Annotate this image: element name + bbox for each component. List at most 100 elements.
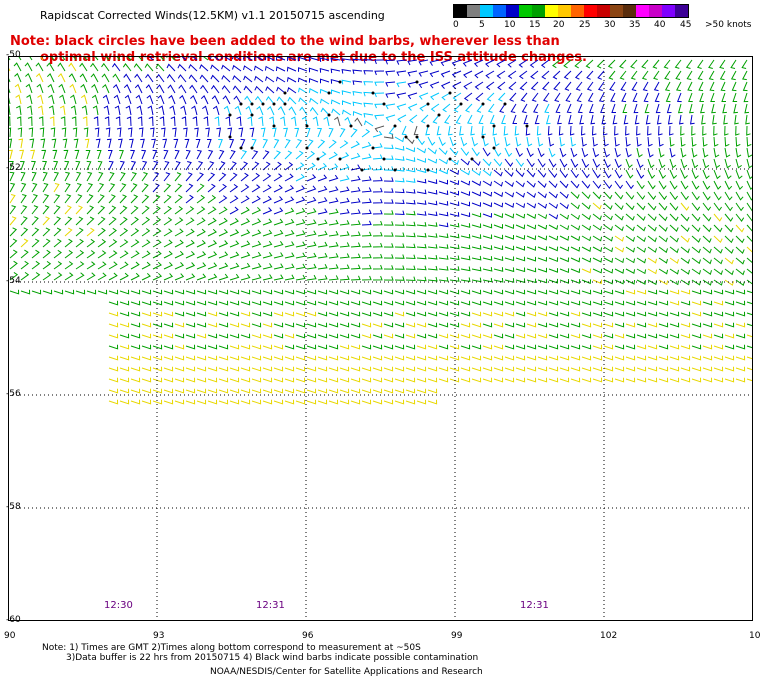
wind-barb xyxy=(119,261,129,270)
wind-barb xyxy=(31,171,37,182)
wind-barb xyxy=(691,322,702,328)
wind-barb xyxy=(669,213,679,222)
wind-barb xyxy=(592,136,598,147)
wind-barb xyxy=(614,377,625,383)
wind-barb xyxy=(361,209,372,215)
wind-barb xyxy=(471,180,482,187)
wind-barb xyxy=(636,246,646,253)
wind-barb xyxy=(141,239,151,248)
wind-barb xyxy=(350,355,361,361)
wind-barb xyxy=(449,201,460,207)
wind-barb xyxy=(317,322,328,328)
wind-barb xyxy=(526,322,537,328)
wind-barb xyxy=(221,64,231,72)
wind-barb xyxy=(394,333,405,339)
wind-barb xyxy=(665,92,671,103)
wind-barb xyxy=(61,127,67,138)
wind-barb xyxy=(504,267,515,273)
wind-barb xyxy=(152,205,161,215)
wind-barb xyxy=(64,238,73,248)
wind-barb xyxy=(647,169,656,179)
wind-barb xyxy=(526,333,537,339)
wind-barb xyxy=(207,300,218,306)
wind-barb xyxy=(713,246,723,254)
wind-barb xyxy=(702,180,711,190)
wind-barb xyxy=(218,183,227,193)
wind-barb xyxy=(146,94,154,105)
wind-barb xyxy=(262,388,273,394)
wind-barb xyxy=(625,257,636,264)
wind-barb xyxy=(163,217,173,226)
wind-barb xyxy=(361,220,372,226)
wind-barb xyxy=(407,81,418,88)
wind-barb xyxy=(205,127,210,138)
wind-barb xyxy=(471,266,482,272)
wind-barb xyxy=(691,246,701,254)
wind-barb xyxy=(352,80,363,85)
wind-barb xyxy=(691,235,701,243)
wind-barb xyxy=(163,300,174,306)
wind-barb xyxy=(702,224,712,233)
wind-barb xyxy=(130,355,141,361)
wind-barb xyxy=(504,245,515,251)
wind-barb xyxy=(141,333,152,339)
wind-barb xyxy=(207,195,217,204)
wind-barb xyxy=(405,199,416,205)
wind-barb xyxy=(686,70,693,80)
wind-barb xyxy=(713,191,722,201)
quality-flag-dot xyxy=(305,124,309,128)
wind-barb xyxy=(262,311,273,317)
wind-barb xyxy=(587,92,594,103)
wind-barb xyxy=(331,108,341,116)
wind-barb xyxy=(218,355,229,361)
wind-barb xyxy=(735,180,744,190)
wind-barb xyxy=(427,189,438,195)
wind-barb xyxy=(497,81,506,91)
wind-barb xyxy=(80,94,88,105)
wind-barb xyxy=(614,279,625,285)
wind-barb xyxy=(449,233,460,239)
wind-barb xyxy=(75,238,84,248)
wind-barb xyxy=(418,59,429,66)
wind-barb xyxy=(372,388,383,394)
wind-barb xyxy=(383,232,394,237)
wind-barb xyxy=(284,252,295,259)
wind-barb xyxy=(152,272,163,281)
wind-barb xyxy=(53,183,60,193)
wind-barb xyxy=(136,105,143,116)
wind-barb xyxy=(137,116,143,127)
wind-barb xyxy=(100,56,110,61)
wind-barb xyxy=(97,250,107,259)
wind-barb xyxy=(427,244,438,249)
wind-barb xyxy=(487,103,495,113)
wind-barb xyxy=(416,265,427,271)
wind-barb xyxy=(319,88,330,94)
legend-labels: 0 5 10 15 20 25 30 35 40 45 >50 knots xyxy=(453,18,752,32)
wind-barb xyxy=(174,300,185,306)
wind-barb xyxy=(240,300,251,306)
wind-barb xyxy=(537,191,547,199)
legend-swatch-0 xyxy=(454,5,467,17)
wind-barb xyxy=(416,232,427,238)
wind-barb xyxy=(394,210,405,216)
wind-barb xyxy=(196,273,207,281)
wind-barb xyxy=(526,344,537,350)
wind-barb xyxy=(350,344,361,350)
wind-barb xyxy=(319,57,330,63)
wind-barb xyxy=(614,333,625,339)
wind-barb xyxy=(240,218,251,226)
wind-barb xyxy=(383,221,394,226)
wind-barb xyxy=(746,356,753,360)
wind-barb xyxy=(97,238,107,248)
wind-barb xyxy=(174,217,184,226)
wind-barb xyxy=(724,377,735,383)
wind-barb xyxy=(141,377,152,383)
wind-barb xyxy=(251,300,262,306)
wind-barb xyxy=(273,218,284,226)
wind-barb xyxy=(64,272,74,281)
wind-barb xyxy=(317,252,328,259)
wind-barb xyxy=(658,355,669,361)
wind-barb xyxy=(9,271,19,281)
wind-barb xyxy=(262,161,271,171)
wind-barb xyxy=(614,224,624,232)
